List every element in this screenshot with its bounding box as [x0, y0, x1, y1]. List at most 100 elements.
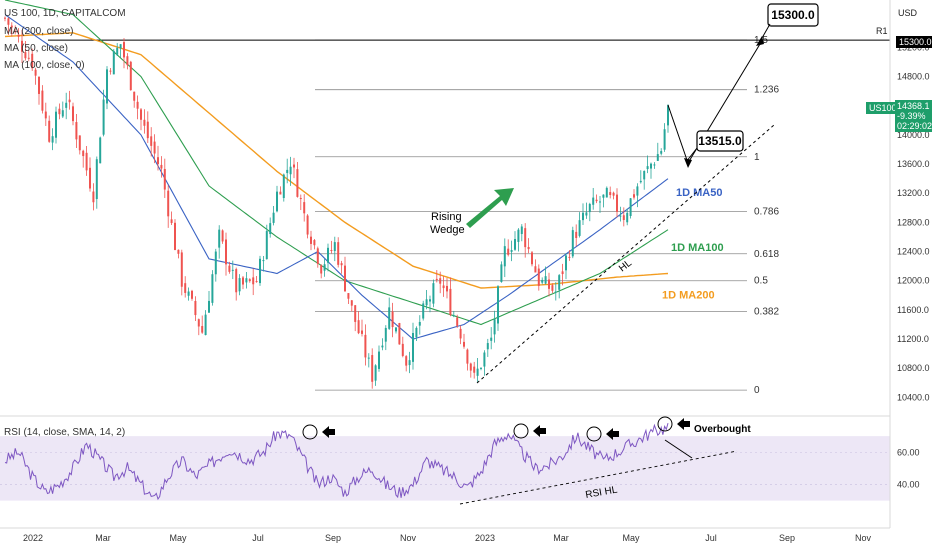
overbought-arrow — [322, 426, 335, 438]
candle-body — [333, 242, 336, 252]
indicator-ma50: MA (50, close) — [4, 43, 68, 54]
candle-body — [27, 57, 30, 59]
candle-body — [616, 194, 618, 212]
candle-body — [197, 319, 200, 327]
candle-body — [609, 192, 612, 196]
candle-body — [354, 305, 357, 322]
candle-body — [24, 52, 27, 59]
target-label-1: 13515.0 — [698, 134, 742, 148]
candle-body — [507, 248, 510, 255]
candle-body — [558, 275, 561, 290]
candle-body — [21, 40, 23, 52]
candle-body — [211, 274, 214, 303]
candle-body — [235, 269, 238, 293]
candle-body — [568, 256, 571, 258]
candle-body — [575, 231, 578, 238]
rising-wedge-label-line1: Rising — [431, 211, 462, 223]
candle-body — [493, 319, 496, 335]
candle-body — [4, 17, 6, 19]
candle-body — [112, 51, 115, 75]
candle-body — [310, 236, 312, 244]
candle-body — [177, 249, 180, 254]
x-tick-label: May — [169, 533, 187, 543]
overbought-circle — [657, 416, 673, 432]
candle-body — [524, 228, 527, 248]
target-label-2: 15300.0 — [771, 8, 815, 22]
y-tick-label: 12400.0 — [897, 247, 930, 257]
candle-body — [497, 286, 499, 324]
candle-body — [435, 278, 438, 280]
x-tick-label: Mar — [95, 533, 111, 543]
candle-body — [585, 212, 588, 216]
candle-body — [296, 169, 299, 197]
candle-body — [252, 277, 255, 285]
candle-body — [238, 278, 241, 292]
symbol-title: US 100, 1D, CAPITALCOM — [4, 8, 126, 19]
candle-body — [167, 190, 170, 217]
candle-body — [405, 356, 408, 366]
candle-body — [38, 76, 40, 94]
r1-label: R1 — [876, 26, 888, 36]
candle-body — [412, 332, 414, 362]
candle-body — [313, 240, 316, 246]
candle-body — [17, 34, 20, 37]
candle-body — [306, 215, 309, 235]
candle-body — [55, 111, 57, 138]
candle-body — [201, 326, 204, 333]
x-tick-label: 2022 — [23, 533, 43, 543]
candle-body — [262, 260, 265, 262]
candle-body — [143, 119, 146, 126]
ma-label: 1D MA200 — [662, 289, 715, 301]
candle-body — [245, 278, 248, 283]
candle-body — [150, 136, 153, 146]
currency-label: USD — [898, 8, 918, 18]
candle-body — [174, 222, 176, 250]
r1-value: 15300.0 — [896, 36, 932, 48]
candle-body — [340, 263, 343, 266]
candle-body — [276, 191, 278, 212]
y-tick-label: 10400.0 — [897, 392, 930, 402]
indicator-ma100: MA (100, close, 0) — [4, 60, 85, 71]
candle-body — [44, 111, 47, 119]
candle-body — [520, 226, 523, 235]
x-tick-label: Jul — [252, 533, 264, 543]
fib-level-label: 1 — [754, 152, 760, 163]
candle-body — [136, 101, 139, 109]
candle-body — [106, 69, 108, 104]
candle-body — [89, 167, 91, 189]
ma-label: 1D MA100 — [671, 242, 724, 254]
candle-body — [578, 220, 581, 236]
candle-body — [371, 355, 374, 382]
x-tick-label: Sep — [779, 533, 795, 543]
candle-body — [51, 136, 54, 143]
candle-body — [41, 90, 44, 111]
candle-body — [667, 105, 669, 126]
candle-body — [269, 223, 272, 235]
candle-body — [228, 265, 231, 272]
candle-body — [204, 314, 207, 336]
candle-body — [153, 141, 156, 154]
candle-body — [473, 366, 476, 373]
candle-body — [592, 197, 595, 205]
candle-body — [486, 343, 489, 350]
candle-body — [432, 283, 435, 304]
candle-body — [48, 120, 51, 142]
rsi-tick-label: 60.00 — [897, 447, 920, 457]
rsi-hl-trendline — [459, 450, 738, 505]
fib-level-label: 1.236 — [754, 85, 779, 96]
price-timer: 02:29:02 — [897, 121, 932, 131]
x-tick-label: Mar — [553, 533, 569, 543]
candle-body — [582, 212, 584, 221]
candle-body — [510, 250, 513, 252]
candle-body — [490, 337, 493, 341]
y-tick-label: 13600.0 — [897, 159, 930, 169]
price-badge: 14368.1 -9.39% 02:29:02 — [895, 100, 932, 132]
candle-body — [612, 192, 615, 196]
x-tick-label: May — [622, 533, 640, 543]
candle-body — [265, 231, 268, 260]
candle-body — [344, 265, 346, 292]
symbol-badge: US100 — [866, 102, 900, 114]
candle-body — [429, 299, 431, 302]
